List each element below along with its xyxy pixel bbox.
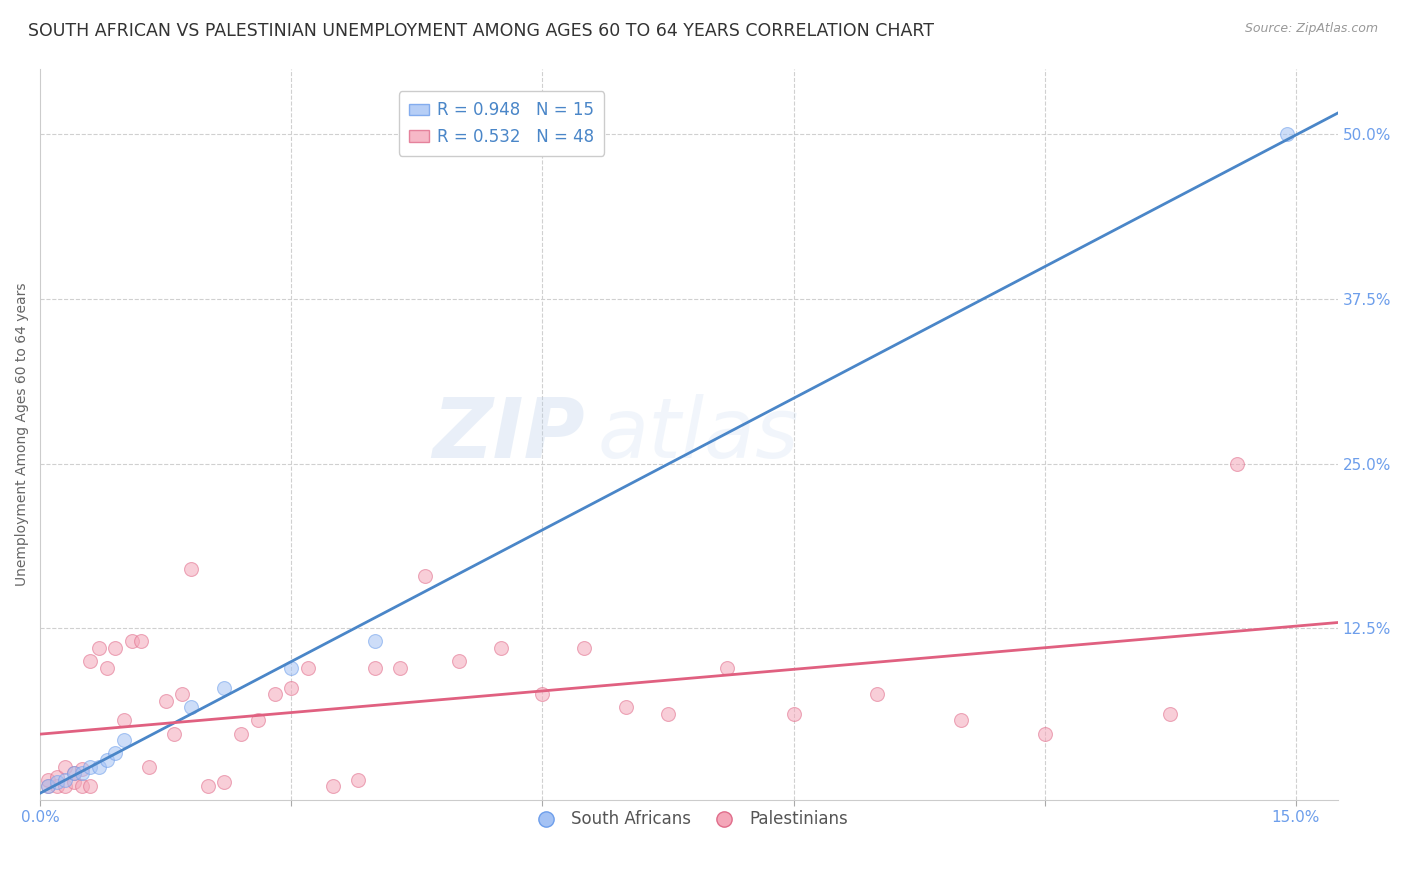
Point (413, 568, 436, 582)
Point (37, 780, 59, 794)
Point (1277, 128, 1299, 142)
Point (104, 747, 127, 761)
Point (62, 766, 84, 780)
Point (138, 759, 160, 773)
Point (716, 661, 738, 675)
Point (180, 700, 202, 714)
Point (214, 775, 236, 789)
Point (364, 661, 387, 675)
Point (322, 780, 344, 794)
Point (62, 766, 84, 780)
Point (121, 634, 143, 648)
Point (37, 772, 59, 787)
Point (297, 661, 319, 675)
Point (129, 634, 152, 648)
Point (45, 770, 67, 784)
Point (53, 780, 76, 794)
Point (229, 726, 252, 740)
Y-axis label: Unemployment Among Ages 60 to 64 years: Unemployment Among Ages 60 to 64 years (15, 282, 30, 586)
Point (280, 681, 302, 695)
Point (37, 780, 59, 794)
Point (531, 687, 554, 701)
Point (70, 766, 93, 780)
Point (489, 641, 512, 656)
Point (79, 654, 101, 668)
Point (614, 700, 637, 714)
Point (214, 681, 236, 695)
Point (45, 775, 67, 789)
Point (163, 726, 186, 740)
Point (364, 634, 387, 648)
Text: Source: ZipAtlas.com: Source: ZipAtlas.com (1244, 22, 1378, 36)
Point (87, 641, 110, 656)
Point (263, 687, 285, 701)
Point (104, 641, 127, 656)
Point (45, 780, 67, 794)
Point (79, 780, 101, 794)
Point (246, 714, 269, 728)
Legend: South Africans, Palestinians: South Africans, Palestinians (523, 804, 855, 835)
Point (280, 661, 302, 675)
Point (574, 641, 596, 656)
Point (782, 706, 804, 721)
Point (53, 759, 76, 773)
Point (96, 753, 118, 767)
Point (1226, 457, 1249, 471)
Point (180, 562, 202, 576)
Point (70, 762, 93, 776)
Point (172, 687, 194, 701)
Point (1033, 726, 1056, 740)
Point (447, 654, 470, 668)
Text: SOUTH AFRICAN VS PALESTINIAN UNEMPLOYMENT AMONG AGES 60 TO 64 YEARS CORRELATION : SOUTH AFRICAN VS PALESTINIAN UNEMPLOYMEN… (28, 22, 934, 40)
Point (112, 714, 135, 728)
Text: atlas: atlas (598, 393, 800, 475)
Text: ZIP: ZIP (433, 393, 585, 475)
Point (949, 714, 972, 728)
Point (70, 780, 93, 794)
Point (62, 775, 84, 789)
Point (389, 661, 412, 675)
Point (96, 661, 118, 675)
Point (1159, 706, 1181, 721)
Point (155, 694, 177, 708)
Point (53, 772, 76, 787)
Point (657, 706, 679, 721)
Point (112, 733, 135, 747)
Point (87, 759, 110, 773)
Point (197, 780, 219, 794)
Point (79, 759, 101, 773)
Point (347, 772, 370, 787)
Point (866, 687, 889, 701)
